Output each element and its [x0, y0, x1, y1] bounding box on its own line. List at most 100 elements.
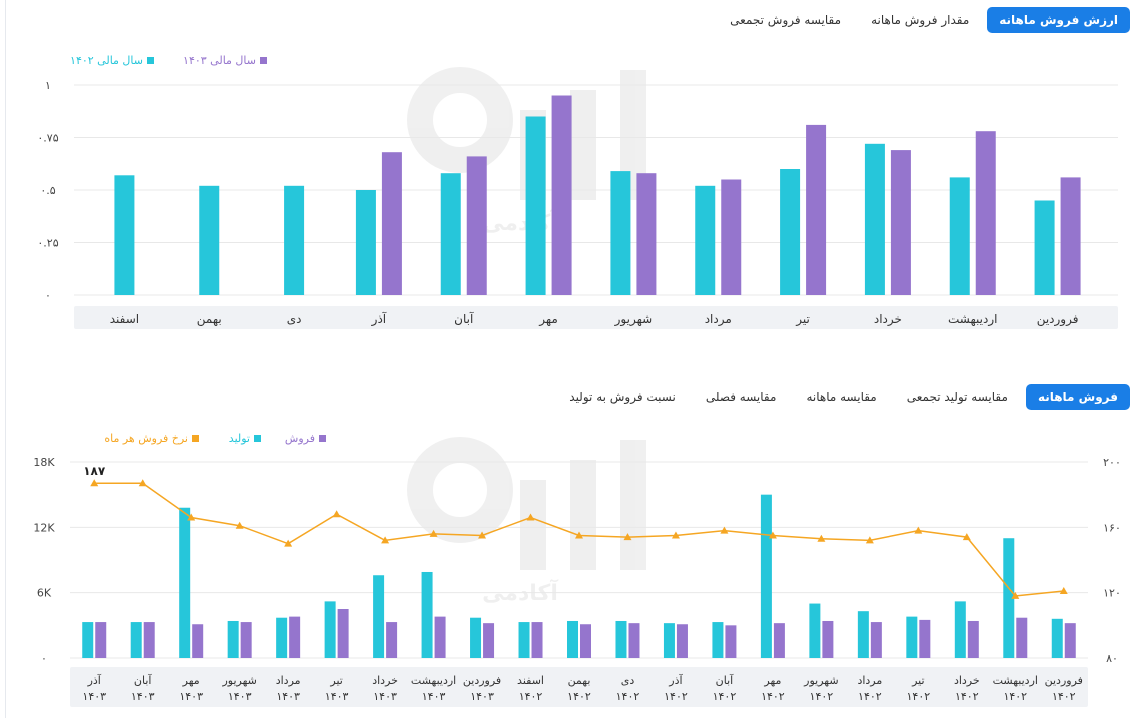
top-tab-0[interactable]: ارزش فروش ماهانه	[987, 7, 1130, 33]
bar-sales	[289, 616, 301, 658]
bar-1402	[695, 185, 716, 295]
bar-production	[567, 620, 578, 658]
sales-rate-marker	[1011, 591, 1020, 599]
bar-1403	[721, 179, 742, 295]
bar-sales	[143, 622, 155, 658]
x-tick-month: آذر	[87, 673, 102, 687]
x-tick-label: اردیبهشت	[948, 312, 997, 327]
bar-sales	[919, 619, 931, 658]
bar-production	[227, 620, 239, 658]
y-tick-label: ۱	[45, 79, 51, 92]
bar-1403	[1060, 177, 1081, 295]
x-tick-year: ۱۴۰۲	[1052, 690, 1076, 703]
legend-swatch	[254, 435, 261, 442]
sales-rate-marker	[187, 513, 196, 521]
watermark-bar	[520, 480, 546, 570]
bar-production	[1051, 618, 1063, 658]
x-tick-year: ۱۴۰۲	[713, 690, 737, 703]
x-tick-month: اردیبهشت	[993, 674, 1038, 687]
bottom-tab-0[interactable]: فروش ماهانه	[1025, 384, 1130, 410]
right-y-tick-label: ۱۲۰	[1103, 587, 1121, 600]
monthly-sales-value-chart: آکادمی سال مالی ۱۴۰۳ سال مالی ۱۴۰۲ ۰ ۰.۲۵ ۰.۵…	[37, 54, 1118, 329]
bar-production	[470, 617, 482, 658]
bar-sales	[337, 609, 349, 658]
top-tab-1[interactable]: مقدار فروش ماهانه	[871, 13, 970, 27]
watermark-logo: آکادمی	[407, 437, 646, 606]
x-tick-year: ۱۴۰۳	[470, 690, 494, 703]
bar-production	[276, 617, 288, 658]
bottom-tab-2[interactable]: مقایسه ماهانه	[806, 390, 877, 404]
bottom-tab-1[interactable]: مقایسه تولید تجمعی	[906, 390, 1008, 404]
bar-sales	[1016, 617, 1028, 658]
bar-sales	[580, 624, 591, 658]
bar-production	[373, 575, 385, 658]
x-tick-month: اردیبهشت	[411, 674, 456, 687]
y-tick-label: ۰.۲۵	[37, 237, 58, 250]
monthly-sales-production-chart: آکادمی فروش تولید نرخ فروش هر ماه ۰ 6K 12K 18K ۸…	[33, 432, 1121, 707]
bar-1402	[284, 185, 305, 295]
sales-rate-marker	[671, 531, 680, 539]
bar-1402	[864, 143, 885, 295]
y-tick-label: ۰	[45, 289, 51, 302]
legend-label: فروش	[285, 432, 315, 445]
x-tick-label: بهمن	[197, 312, 222, 327]
frame-divider	[5, 0, 6, 718]
sales-rate-marker	[575, 531, 583, 539]
sales-rate-marker	[332, 510, 341, 518]
x-tick-year: ۱۴۰۲	[664, 690, 688, 703]
legend-label: نرخ فروش هر ماه	[104, 432, 188, 445]
bar-production	[615, 620, 627, 658]
left-y-tick-label: 12K	[33, 521, 55, 534]
x-tick-year: ۱۴۰۳	[373, 690, 397, 703]
bar-sales	[483, 623, 495, 658]
x-tick-year: ۱۴۰۳	[276, 690, 300, 703]
legend-label: سال مالی ۱۴۰۲	[70, 54, 143, 67]
bar-production	[857, 611, 869, 658]
x-tick-label: شهریور	[614, 312, 653, 327]
bar-1402	[1034, 200, 1055, 295]
bar-production	[179, 507, 191, 658]
bar-production	[82, 622, 94, 658]
bar-1403	[381, 152, 402, 295]
bar-production	[130, 622, 142, 658]
x-tick-month: خرداد	[372, 674, 398, 687]
chart2-legend: فروش تولید نرخ فروش هر ماه	[104, 432, 326, 445]
x-tick-year: ۱۴۰۲	[858, 690, 882, 703]
bottom-tab-4[interactable]: نسبت فروش به تولید	[569, 390, 676, 404]
top-tab-2[interactable]: مقایسه فروش تجمعی	[730, 13, 842, 27]
sales-rate-marker	[768, 531, 777, 539]
x-tick-year: ۱۴۰۲	[810, 690, 834, 703]
bar-1403	[890, 150, 911, 295]
x-tick-year: ۱۴۰۳	[422, 690, 446, 703]
chart1-legend: سال مالی ۱۴۰۳ سال مالی ۱۴۰۲	[70, 54, 267, 67]
y-tick-label: ۰.۵	[40, 184, 55, 197]
bar-1403	[551, 95, 572, 295]
bar-production	[421, 571, 433, 658]
bar-sales	[531, 622, 543, 658]
sales-rate-marker	[284, 539, 293, 547]
sales-rate-marker	[962, 533, 971, 541]
x-tick-month: مهر	[763, 674, 781, 687]
bar-sales	[386, 622, 398, 658]
watermark-bar	[620, 440, 646, 570]
bar-production	[518, 622, 530, 658]
top-tab-bar: ارزش فروش ماهانه مقدار فروش ماهانه مقایسه …	[718, 7, 1130, 33]
last-value-annotation: ۱۸۷	[83, 464, 106, 478]
sales-rate-marker	[429, 529, 438, 537]
bar-1402	[114, 175, 135, 295]
watermark-ring	[407, 437, 513, 543]
bottom-tab-3[interactable]: مقایسه فصلی	[705, 390, 777, 404]
x-tick-label: خرداد	[874, 312, 902, 327]
x-tick-year: ۱۴۰۲	[761, 690, 785, 703]
left-y-tick-label: 6K	[37, 587, 52, 600]
x-tick-year: ۱۴۰۳	[325, 690, 349, 703]
bar-sales	[192, 624, 204, 658]
legend-swatch	[319, 435, 326, 442]
bar-sales	[95, 622, 107, 658]
right-y-tick-label: ۲۰۰	[1103, 456, 1121, 469]
sales-rate-marker	[817, 534, 826, 542]
bar-sales	[725, 625, 737, 658]
x-tick-label: دی	[287, 312, 302, 326]
x-tick-month: مهر	[182, 674, 200, 687]
x-tick-month: بهمن	[568, 674, 591, 687]
